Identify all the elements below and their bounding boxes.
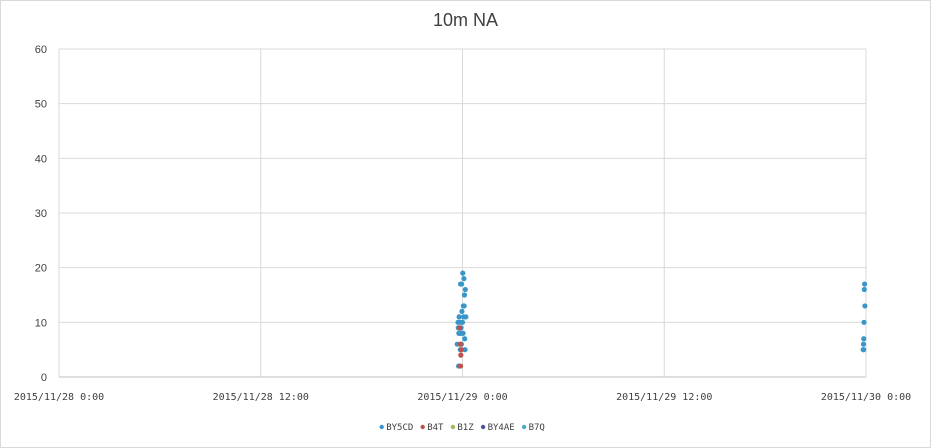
chart-title: 10m NA	[432, 10, 499, 30]
legend-marker	[420, 424, 425, 430]
data-point-by5cd	[460, 330, 466, 336]
y-axis-ticks: 0 10 20 30 40 50 60	[35, 44, 47, 384]
y-tick-label: 40	[35, 153, 47, 165]
legend-item-b7q: B7Q	[521, 423, 545, 433]
data-point-by5cd	[462, 286, 468, 293]
x-tick-label: 2015/11/29 12:00	[616, 392, 712, 403]
x-tick-label: 2015/11/28 12:00	[213, 392, 309, 403]
data-point-by5cd	[862, 303, 868, 309]
legend-label: B7Q	[529, 423, 545, 433]
y-tick-label: 30	[35, 208, 47, 220]
data-point-by5cd	[463, 314, 469, 320]
y-tick-label: 60	[35, 44, 47, 56]
data-point-by5cd	[861, 336, 867, 342]
data-point-by5cd	[461, 292, 468, 298]
data-point-by5cd	[861, 281, 868, 287]
x-axis-ticks: 2015/11/28 0:00 2015/11/28 12:00 2015/11/2…	[14, 392, 911, 403]
data-point-b4t	[457, 341, 463, 347]
x-tick-label: 2015/11/29 0:00	[417, 392, 507, 403]
legend-label: B4T	[427, 423, 444, 433]
y-tick-label: 20	[35, 263, 47, 275]
y-tick-label: 10	[35, 317, 47, 329]
data-point-b4t	[457, 325, 463, 331]
legend: BY5CD B4T B1Z BY4AE B7Q	[379, 423, 545, 433]
data-point-by5cd	[456, 314, 462, 320]
data-point-by5cd	[459, 319, 466, 325]
legend-marker	[480, 424, 486, 430]
data-point-by5cd	[459, 281, 465, 287]
legend-item-b4t: B4T	[420, 423, 444, 433]
y-tick-label: 0	[41, 372, 47, 384]
legend-item-by4ae: BY4AE	[480, 423, 515, 433]
grid-layer	[58, 48, 867, 378]
legend-marker	[521, 424, 527, 430]
data-point-by5cd	[861, 319, 867, 325]
legend-marker	[450, 424, 456, 430]
data-point-by5cd	[460, 270, 466, 276]
data-point-b4t	[458, 347, 464, 353]
data-point-by5cd	[459, 308, 465, 314]
data-point-by5cd	[461, 303, 467, 309]
data-point-by5cd	[860, 341, 867, 347]
legend-marker	[379, 424, 384, 430]
y-tick-label: 50	[35, 99, 47, 111]
legend-label: BY5CD	[386, 423, 413, 433]
legend-item-b1z: B1Z	[450, 423, 474, 433]
legend-label: B1Z	[457, 423, 474, 433]
data-point-b4t	[457, 363, 464, 369]
data-point-by5cd	[462, 347, 468, 353]
legend-item-by5cd: BY5CD	[379, 423, 413, 433]
x-tick-label: 2015/11/28 0:00	[14, 392, 104, 403]
x-tick-label: 2015/11/30 0:00	[821, 392, 911, 403]
legend-label: BY4AE	[488, 423, 515, 433]
data-point-b4t	[458, 352, 464, 358]
data-point-by5cd	[861, 347, 867, 353]
data-points	[454, 270, 868, 369]
data-point-by5cd	[861, 286, 867, 293]
data-point-by5cd	[462, 336, 468, 342]
data-point-by5cd	[461, 276, 467, 282]
